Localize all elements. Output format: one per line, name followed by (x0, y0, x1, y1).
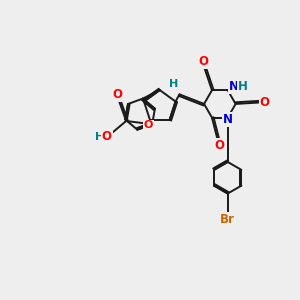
Text: H: H (95, 132, 104, 142)
Text: O: O (214, 139, 224, 152)
Text: O: O (112, 88, 122, 101)
Text: O: O (144, 120, 153, 130)
Text: O: O (102, 130, 112, 143)
Text: O: O (260, 96, 270, 109)
Text: H: H (238, 80, 248, 93)
Text: H: H (169, 79, 179, 89)
Text: N: N (229, 80, 239, 93)
Text: O: O (199, 55, 208, 68)
Text: N: N (223, 112, 233, 126)
Text: Br: Br (220, 213, 235, 226)
